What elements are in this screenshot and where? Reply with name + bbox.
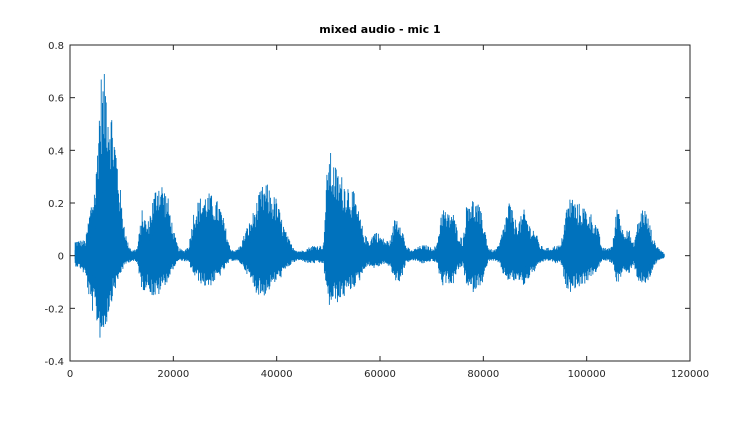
- x-tick-label: 60000: [364, 369, 396, 380]
- y-tick-label: -0.4: [44, 357, 64, 368]
- y-tick-label: -0.2: [44, 304, 64, 315]
- waveform-series: [74, 74, 665, 338]
- y-tick-label: 0.4: [48, 146, 64, 157]
- y-tick-label: 0: [58, 252, 64, 263]
- plot-area: [70, 45, 690, 361]
- x-tick-label: 40000: [261, 369, 293, 380]
- x-tick-label: 120000: [671, 369, 709, 380]
- x-axis: 0 20000 40000 60000 80000 100000 120000: [67, 45, 709, 380]
- chart-title: mixed audio - mic 1: [319, 23, 440, 36]
- y-axis: -0.4 -0.2 0 0.2 0.4 0.6 0.8: [44, 41, 690, 368]
- waveform-core: [74, 189, 665, 286]
- x-tick-label: 100000: [568, 369, 606, 380]
- y-tick-label: 0.2: [48, 199, 64, 210]
- x-tick-label: 20000: [157, 369, 189, 380]
- x-tick-label: 0: [67, 369, 73, 380]
- x-tick-label: 80000: [467, 369, 499, 380]
- y-tick-label: 0.8: [48, 41, 64, 52]
- y-tick-label: 0.6: [48, 94, 64, 105]
